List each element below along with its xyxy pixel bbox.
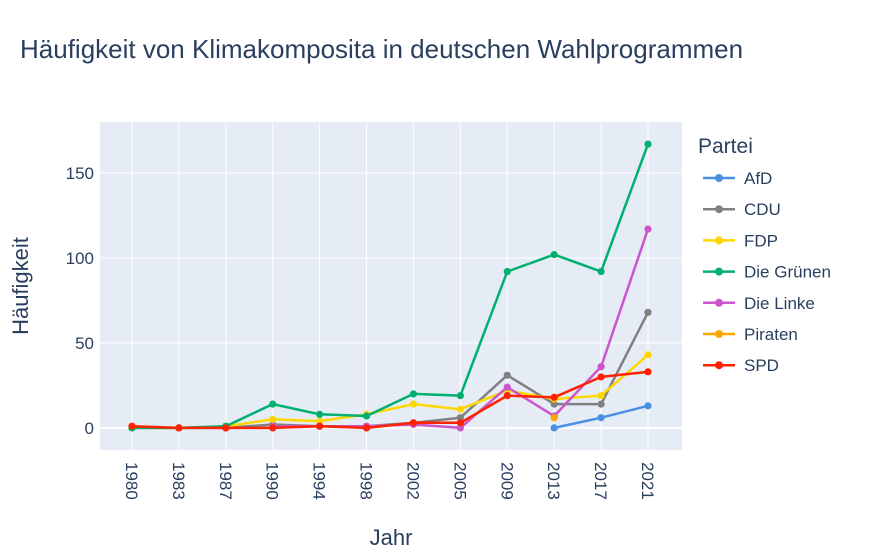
legend-marker (715, 298, 723, 307)
x-tick-label: 2002 (403, 462, 422, 500)
data-point[interactable] (316, 410, 324, 418)
data-point[interactable] (503, 267, 511, 276)
x-tick-label: 1990 (263, 462, 282, 500)
data-point[interactable] (597, 392, 605, 400)
x-tick-label: 2017 (591, 462, 610, 500)
chart-title: Häufigkeit von Klimakomposita in deutsch… (20, 34, 743, 64)
series-piraten (550, 414, 558, 422)
y-tick-label: 100 (66, 249, 94, 268)
x-tick-label: 1983 (169, 462, 188, 500)
y-tick-label: 0 (85, 419, 94, 438)
legend-item[interactable]: Die Linke (703, 294, 815, 313)
legend-marker (715, 267, 723, 276)
data-point[interactable] (644, 308, 652, 316)
plot-area (100, 122, 682, 450)
data-point[interactable] (503, 371, 511, 379)
series-line (131, 370, 649, 430)
x-tick-label: 2005 (450, 462, 469, 500)
data-point[interactable] (362, 412, 371, 420)
data-point[interactable] (269, 424, 277, 432)
data-point[interactable] (316, 422, 324, 430)
x-tick-label: 1987 (216, 462, 235, 500)
data-point[interactable] (597, 363, 605, 371)
legend-label: Piraten (744, 325, 798, 344)
series-line (132, 143, 650, 430)
data-point[interactable] (597, 267, 605, 276)
legend-label: FDP (744, 231, 778, 250)
legend-item[interactable]: Die Grünen (703, 263, 831, 282)
legend-marker (715, 174, 723, 182)
x-tick-label: 2021 (638, 462, 657, 500)
legend-item[interactable]: SPD (703, 356, 779, 375)
data-point[interactable] (597, 373, 605, 381)
x-tick-label: 1980 (122, 462, 141, 500)
series-spd (128, 368, 652, 432)
legend-label: AfD (744, 169, 772, 188)
series-afd (550, 402, 652, 432)
series-lines (128, 140, 652, 432)
data-point[interactable] (362, 424, 371, 432)
data-point[interactable] (550, 424, 558, 432)
legend-label: Die Grünen (744, 263, 831, 282)
data-point[interactable] (316, 417, 324, 425)
data-point[interactable] (644, 140, 652, 148)
x-tick-label: 2013 (544, 462, 563, 500)
data-point[interactable] (550, 414, 558, 422)
legend-item[interactable]: CDU (703, 200, 781, 219)
data-point[interactable] (644, 368, 652, 376)
data-point[interactable] (456, 414, 464, 422)
data-point[interactable] (550, 250, 558, 259)
x-tick-labels: 1980 1983 1987 1990 1994 1998 2002 2005 2009 2013… (122, 462, 657, 500)
data-point[interactable] (644, 402, 652, 410)
data-point[interactable] (597, 414, 605, 422)
x-tick-label: 2009 (497, 462, 516, 500)
legend-label: SPD (744, 356, 779, 375)
x-tick-label: 1994 (310, 462, 329, 500)
data-point[interactable] (456, 405, 464, 413)
data-point[interactable] (409, 400, 418, 408)
legend-marker (715, 205, 723, 214)
legend-label: CDU (744, 200, 781, 219)
data-point[interactable] (456, 392, 464, 400)
legend-item[interactable]: Piraten (703, 325, 798, 344)
data-point[interactable] (503, 392, 511, 400)
data-point[interactable] (269, 400, 277, 408)
data-point[interactable] (456, 424, 464, 432)
legend-marker (715, 330, 723, 338)
legend-item[interactable]: AfD (703, 169, 772, 188)
data-point[interactable] (456, 419, 464, 427)
legend-item[interactable]: FDP (703, 231, 778, 250)
data-point[interactable] (550, 393, 558, 401)
legend-title: Partei (698, 135, 753, 158)
y-tick-label: 50 (75, 334, 94, 353)
data-point[interactable] (128, 422, 136, 430)
y-tick-label: 150 (66, 164, 94, 183)
x-tick-label: 1998 (357, 462, 376, 500)
data-point[interactable] (644, 351, 652, 359)
data-point[interactable] (597, 400, 605, 408)
data-point[interactable] (222, 424, 230, 432)
legend[interactable]: AfD CDU FDP Die Grünen Die Linke Piraten SPD (703, 169, 831, 375)
y-axis-title: Häufigkeit (8, 237, 33, 335)
data-point[interactable] (550, 400, 558, 408)
legend-marker (715, 236, 723, 245)
legend-label: Die Linke (744, 294, 815, 313)
data-point[interactable] (175, 424, 183, 432)
y-tick-labels: 0 50 100 150 (66, 164, 94, 438)
data-point[interactable] (503, 383, 511, 391)
data-point[interactable] (409, 419, 418, 427)
data-point[interactable] (644, 225, 652, 233)
data-point[interactable] (269, 415, 277, 424)
data-point[interactable] (409, 390, 418, 398)
x-axis-title: Jahr (370, 525, 413, 550)
legend-marker (715, 361, 723, 370)
